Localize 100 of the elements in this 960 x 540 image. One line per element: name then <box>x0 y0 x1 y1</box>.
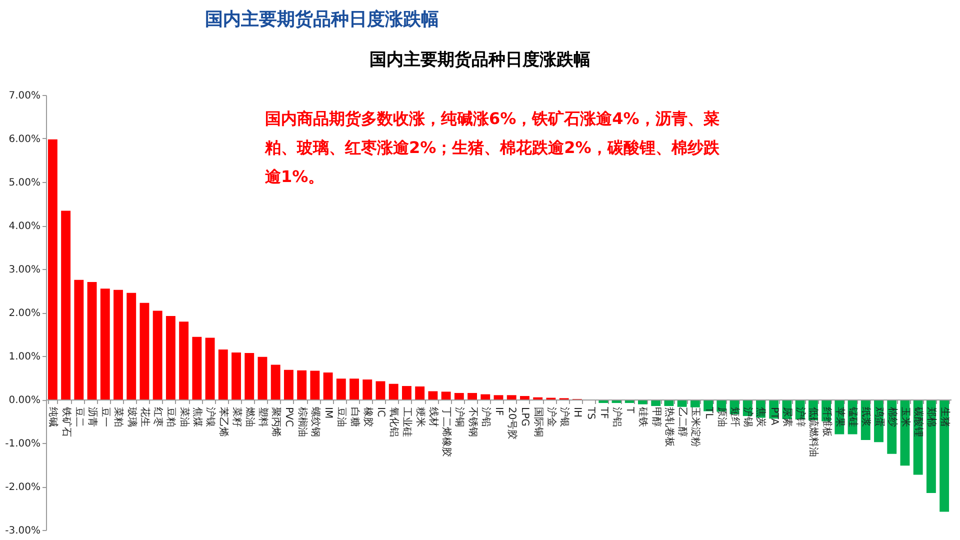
x-tick-label: 鸡蛋 <box>873 406 886 427</box>
bar <box>244 352 254 400</box>
x-tick-label: PTA <box>768 407 780 426</box>
x-tick-label: 纤维板 <box>820 407 833 437</box>
x-tick-label: 豆一 <box>100 407 111 427</box>
x-tick-label: TL <box>702 406 714 420</box>
x-tick-label: 玻璃 <box>126 407 138 427</box>
x-tick-label: 白糖 <box>348 407 361 427</box>
y-tick-label: 1.00% <box>8 352 40 362</box>
x-tick-label: T <box>624 406 636 414</box>
x-tick-label: 工业硅 <box>401 407 414 437</box>
x-tick-label: 沪银 <box>558 407 571 427</box>
bar <box>362 379 372 400</box>
x-tick-label: 短纤 <box>729 407 742 427</box>
bar <box>940 400 950 512</box>
bar <box>270 364 280 400</box>
x-tick-label: IH <box>572 407 583 418</box>
bar <box>140 302 150 400</box>
bar <box>415 386 425 400</box>
annotation: 国内商品期货多数收涨，纯碱涨6%，铁矿石涨逾4%，沥青、菜粕、玻璃、红枣涨逾2%；生猪、棉花跌逾2%，碳酸锂、棉纱跌逾1%。 <box>264 109 720 186</box>
x-tick-label: 丁二烯橡胶 <box>440 407 453 457</box>
bar <box>218 349 228 400</box>
y-tick-label: -2.00% <box>5 482 40 493</box>
bar <box>336 378 346 400</box>
x-tick-label: 尿素 <box>781 407 794 427</box>
bar <box>480 394 490 400</box>
y-tick-label: 5.00% <box>8 178 40 188</box>
x-tick-label: LPG <box>519 407 530 426</box>
x-tick-label: 菜粕 <box>112 407 125 427</box>
y-tick-label: 4.00% <box>8 221 40 232</box>
y-tick-label: -1.00% <box>5 438 40 450</box>
x-tick-label: 豆油 <box>336 407 348 427</box>
bar <box>48 139 58 400</box>
bar <box>74 280 84 400</box>
bar <box>310 370 320 400</box>
x-tick-label: 焦炭 <box>755 407 768 427</box>
y-tick-label: -3.00% <box>5 526 40 536</box>
x-tick-label: 纯碱 <box>47 407 60 427</box>
bar <box>297 370 307 400</box>
bar <box>428 391 438 400</box>
x-tick-label: 硅铁 <box>637 406 650 427</box>
x-tick-label: 原油 <box>716 407 728 427</box>
x-tick-label: 螺纹钢 <box>309 407 322 437</box>
x-tick-label: IC <box>374 407 386 417</box>
x-tick-label: 甲醇 <box>650 407 662 427</box>
bar <box>179 322 189 400</box>
bar <box>205 338 215 400</box>
x-tick-label: 沥青 <box>86 407 99 427</box>
x-tick-label: 玉米 <box>899 407 912 427</box>
bar <box>166 316 176 400</box>
x-tick-label: 豆二 <box>73 407 84 427</box>
x-tick-label: 国际铜 <box>532 407 544 437</box>
bar <box>388 384 398 400</box>
x-tick-label: 豆粕 <box>165 407 176 427</box>
x-tick-label: 沪金 <box>545 407 558 427</box>
x-tick-label: 沪铅 <box>480 407 492 427</box>
chart-title: 国内主要期货品种日度涨跌幅 <box>370 50 590 70</box>
bar <box>441 392 451 400</box>
x-tick-label: 红枣 <box>152 407 164 427</box>
x-tick-label: 菜油 <box>178 407 190 427</box>
bar <box>468 392 477 400</box>
y-tick-label: 3.00% <box>8 264 40 276</box>
x-tick-label: 橡胶 <box>362 407 374 427</box>
bar <box>402 386 412 400</box>
x-tick-label: 焦煤 <box>191 407 204 427</box>
bar <box>506 395 516 400</box>
x-tick-label: 菜籽 <box>230 407 243 427</box>
bar <box>87 282 97 400</box>
bar <box>61 210 71 400</box>
bar <box>232 352 241 400</box>
x-tick-label: IM <box>322 407 334 419</box>
x-tick-label: 玉米淀粉 <box>690 407 702 447</box>
x-tick-label: 20号胶 <box>506 407 518 440</box>
x-tick-label: 线材 <box>427 407 440 427</box>
x-tick-label: 花生 <box>138 407 151 427</box>
x-tick-label: 碳酸锂 <box>912 406 925 437</box>
x-tick-label: 棉纱 <box>886 407 898 427</box>
x-tick-label: 生猪 <box>938 407 951 427</box>
bar <box>323 372 333 400</box>
x-tick-label: TS <box>584 406 596 420</box>
bar <box>192 336 202 400</box>
x-tick-label: 棕榈油 <box>296 407 308 437</box>
x-tick-label: 郑棉 <box>926 407 938 427</box>
x-tick-label: 沪铝 <box>611 407 624 427</box>
bar <box>520 396 530 400</box>
x-tick-label: 纸浆 <box>860 407 872 427</box>
x-tick-label: PVC <box>283 407 294 427</box>
x-tick-label: 粳米 <box>414 407 426 427</box>
bar <box>152 310 162 400</box>
y-tick-label: 0.00% <box>8 395 40 406</box>
bar <box>376 381 386 400</box>
bar <box>284 370 294 400</box>
x-tick-label: 低硫燃料油 <box>808 407 820 457</box>
x-tick-label: 聚丙烯 <box>270 407 282 437</box>
text: 国内主要期货品种日度涨跌幅 <box>205 9 439 30</box>
x-tick-label: 热轧卷板 <box>663 407 676 447</box>
bar <box>126 292 136 400</box>
bar <box>258 356 268 400</box>
x-tick-label: 沪镍 <box>204 407 217 427</box>
x-tick-label: 燃油 <box>244 407 256 427</box>
